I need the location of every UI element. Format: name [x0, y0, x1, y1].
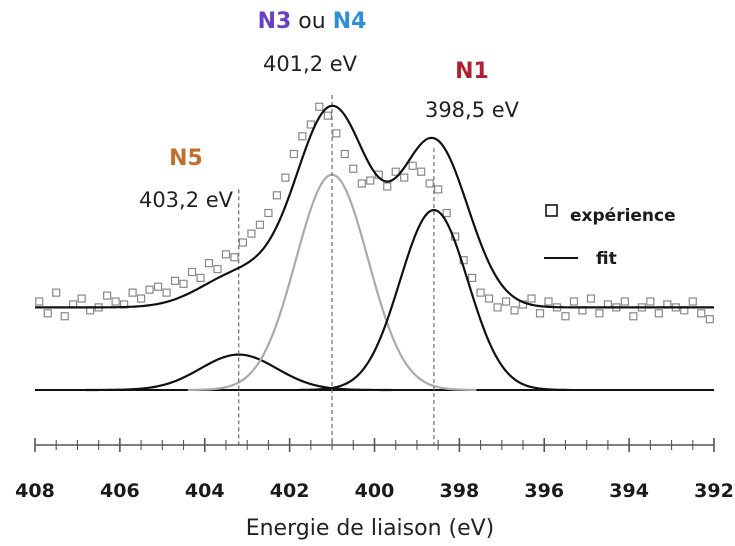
data-point: [35, 297, 44, 306]
experiment-points: [35, 102, 714, 324]
data-point: [425, 179, 434, 188]
data-point: [264, 208, 273, 218]
peak-label-n3: N3: [258, 9, 292, 34]
data-point: [187, 267, 197, 277]
peak-energy-n3-n4: 401,2 eV: [263, 52, 358, 76]
data-point: [383, 182, 392, 191]
x-tick-label: 394: [609, 480, 649, 502]
data-point: [221, 250, 231, 259]
data-point: [281, 173, 290, 182]
data-point: [484, 294, 494, 303]
data-point: [340, 149, 349, 159]
data-point: [213, 264, 222, 274]
x-tick-label: 406: [100, 480, 140, 502]
data-point: [408, 161, 417, 170]
data-point: [170, 276, 180, 285]
data-point: [298, 132, 307, 141]
data-point: [688, 297, 697, 306]
peak-label-n5: N5: [169, 146, 203, 171]
x-axis-title: Energie de liaison (eV): [246, 516, 495, 541]
data-point: [434, 185, 443, 194]
peak-label-n4: N4: [333, 9, 367, 34]
data-point: [255, 220, 265, 229]
data-point: [111, 297, 120, 306]
data-point: [272, 191, 281, 200]
data-point: [43, 309, 52, 318]
peak-label-n1: N1: [455, 59, 489, 84]
data-point: [544, 297, 553, 306]
data-point: [52, 288, 61, 297]
data-point: [179, 279, 188, 288]
data-point: [391, 167, 400, 176]
peak-label-n3-n4: N3 ou N4: [258, 9, 367, 34]
data-point: [697, 309, 706, 318]
data-point: [103, 291, 112, 300]
data-point: [332, 129, 341, 138]
legend-square-marker-icon: [545, 204, 558, 217]
data-point: [230, 253, 239, 262]
data-point: [315, 102, 324, 111]
data-point: [196, 273, 205, 282]
data-point: [654, 309, 663, 318]
peak-energy-n5: 403,2 eV: [139, 188, 234, 212]
data-point: [493, 303, 502, 312]
data-point: [569, 297, 579, 306]
x-tick-label: 408: [15, 480, 55, 502]
data-point: [501, 297, 511, 306]
data-point: [366, 176, 375, 185]
data-point: [77, 294, 86, 303]
peak-label-ou: ou: [291, 9, 332, 34]
fit-line: [35, 104, 714, 309]
data-point: [145, 285, 154, 294]
peak-curve-n1: [298, 208, 570, 392]
fit-curve: [35, 104, 714, 309]
x-tick-label: 400: [355, 480, 395, 502]
legend-label-fit: fit: [596, 249, 617, 269]
x-tick-label: 396: [524, 480, 564, 502]
data-point: [510, 306, 519, 315]
x-tick-label: 404: [185, 480, 225, 502]
data-point: [289, 149, 298, 159]
data-point: [586, 294, 596, 303]
peak-markers: [238, 95, 435, 445]
data-point: [60, 312, 69, 321]
data-point: [349, 164, 358, 173]
data-point: [128, 288, 137, 297]
x-tick-labels: 408 406 404 402 400 398 396 394 392: [15, 480, 734, 502]
data-point: [417, 167, 426, 176]
data-point: [204, 259, 214, 268]
peak-curve-n5: [85, 353, 392, 392]
x-axis: [34, 438, 715, 452]
data-point: [468, 273, 477, 282]
x-tick-label: 398: [440, 480, 480, 502]
data-point: [442, 208, 451, 218]
data-point: [247, 229, 256, 238]
legend: expérience fit: [544, 204, 676, 269]
data-point: [400, 173, 409, 182]
legend-label-experience: expérience: [570, 206, 676, 226]
data-point: [561, 312, 570, 321]
data-point: [153, 282, 163, 291]
x-tick-label: 402: [270, 480, 310, 502]
data-point: [629, 312, 638, 321]
data-point: [476, 288, 485, 297]
data-point: [595, 309, 604, 318]
data-point: [646, 297, 655, 306]
data-point: [136, 294, 146, 303]
data-point: [527, 294, 536, 303]
data-point: [238, 238, 248, 247]
x-tick-label: 392: [694, 480, 734, 502]
data-point: [162, 288, 171, 297]
data-point: [323, 111, 332, 120]
peak-energy-n1: 398,5 eV: [425, 98, 520, 122]
data-point: [705, 315, 714, 324]
data-point: [535, 309, 545, 318]
data-point: [357, 179, 366, 188]
data-point: [620, 297, 629, 306]
